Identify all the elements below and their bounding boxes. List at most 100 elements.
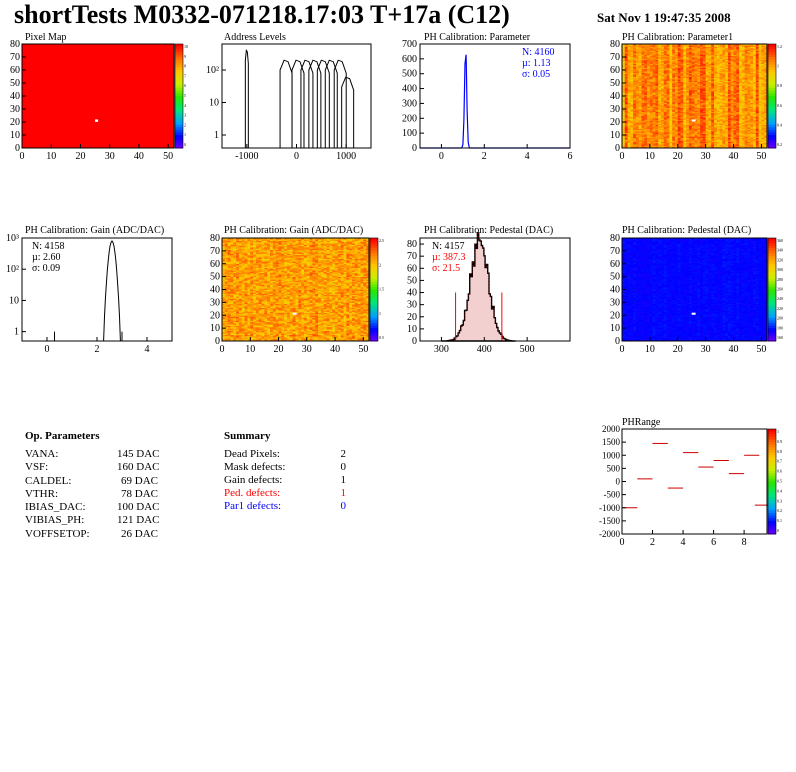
heatmap-cell	[716, 123, 720, 125]
heatmap-cell	[722, 79, 726, 81]
heatmap-cell	[669, 136, 673, 138]
heatmap-cell	[741, 103, 746, 106]
heatmap-cell	[700, 58, 704, 60]
heatmap-cell	[649, 107, 654, 110]
heatmap-cell	[661, 142, 665, 145]
heatmap-cell	[627, 89, 631, 92]
heatmap-cell	[663, 94, 668, 97]
heatmap-cell	[730, 89, 734, 92]
heatmap-cell	[649, 53, 654, 55]
heatmap-cell	[719, 109, 723, 111]
heatmap-cell	[741, 72, 746, 75]
heatmap-cell	[655, 109, 659, 111]
heatmap-cell	[683, 120, 687, 123]
heatmap-cell	[649, 90, 654, 93]
heatmap-cell	[725, 89, 729, 92]
heatmap-cell	[677, 102, 681, 105]
heatmap-cell	[755, 86, 760, 89]
heatmap-cell	[672, 114, 676, 116]
colorbar-cell	[175, 132, 183, 136]
heatmap-cell	[647, 80, 651, 83]
heatmap-cell	[674, 112, 679, 115]
heatmap-cell	[694, 54, 698, 57]
heatmap-cell	[661, 118, 665, 120]
heatmap-cell	[750, 53, 754, 55]
heatmap-cell	[641, 47, 645, 50]
heatmap-cell	[624, 73, 628, 76]
heatmap-cell	[761, 127, 765, 129]
heatmap-cell	[753, 59, 757, 62]
heatmap-cell	[644, 110, 648, 112]
heatmap-cell	[688, 93, 693, 96]
heatmap-cell	[755, 90, 760, 93]
colorbar-cell	[175, 129, 183, 133]
heatmap-cell	[739, 110, 743, 112]
colorbar-label: 0.2	[777, 142, 782, 147]
heatmap-cell	[753, 107, 757, 110]
heatmap-cell	[677, 109, 681, 111]
heatmap-cell	[624, 127, 628, 129]
heatmap-cell	[661, 49, 665, 51]
heatmap-cell	[683, 138, 687, 141]
heatmap-cell	[705, 85, 709, 88]
heatmap-cell	[635, 133, 640, 136]
heatmap-cell	[655, 141, 659, 144]
heatmap-cell	[677, 123, 681, 125]
heatmap-cell	[677, 99, 681, 102]
heatmap-cell	[694, 58, 698, 60]
heatmap-cell	[649, 120, 654, 123]
heatmap-cell	[736, 132, 740, 135]
heatmap-cell	[714, 54, 718, 57]
heatmap-cell	[716, 141, 720, 144]
heatmap-cell	[705, 90, 709, 93]
heatmap-cell	[647, 72, 651, 75]
heatmap-cell	[669, 111, 673, 114]
heatmap-cell	[747, 131, 751, 133]
heatmap-cell	[744, 49, 748, 51]
heatmap-cell	[647, 131, 651, 133]
heatmap-cell	[674, 71, 679, 73]
heatmap-cell	[700, 80, 704, 83]
heatmap-cell	[641, 49, 645, 51]
heatmap-cell	[686, 62, 690, 64]
heatmap-cell	[641, 122, 645, 124]
heatmap-cell	[694, 66, 698, 68]
heatmap-cell	[750, 75, 754, 77]
heatmap-cell	[672, 88, 676, 90]
heatmap-cell	[647, 84, 651, 86]
heatmap-cell	[733, 115, 737, 118]
heatmap-cell	[649, 129, 654, 132]
heatmap-cell	[641, 123, 645, 125]
heatmap-cell	[711, 92, 715, 94]
heatmap-cell	[744, 111, 748, 114]
heatmap-cell	[635, 145, 640, 148]
heatmap-cell	[686, 123, 690, 125]
heatmap-cell	[714, 51, 718, 54]
x-tick-label: 0	[439, 151, 444, 162]
heatmap-cell	[633, 140, 637, 142]
heatmap-cell	[702, 119, 707, 122]
heatmap-cell	[641, 84, 645, 86]
heatmap-cell	[635, 120, 640, 123]
heatmap-cell	[727, 111, 732, 114]
heatmap-cell	[658, 63, 662, 66]
heatmap-cell	[688, 123, 693, 125]
heatmap-cell	[725, 51, 729, 54]
heatmap-cell	[655, 81, 659, 84]
heatmap-cell	[741, 135, 746, 137]
heatmap-cell	[761, 137, 765, 140]
heatmap-cell	[733, 58, 737, 60]
heatmap-cell	[691, 132, 695, 135]
heatmap-cell	[725, 140, 729, 142]
heatmap-cell	[641, 136, 645, 138]
heatmap-cell	[691, 58, 695, 60]
heatmap-cell	[624, 50, 628, 53]
heatmap-cell	[691, 68, 695, 71]
heatmap-cell	[633, 46, 637, 49]
heatmap-cell	[758, 140, 762, 142]
heatmap-cell	[677, 98, 681, 101]
heatmap-cell	[688, 89, 693, 92]
heatmap-cell	[688, 109, 693, 111]
heatmap-cell	[686, 93, 690, 96]
heatmap-cell	[736, 137, 740, 140]
